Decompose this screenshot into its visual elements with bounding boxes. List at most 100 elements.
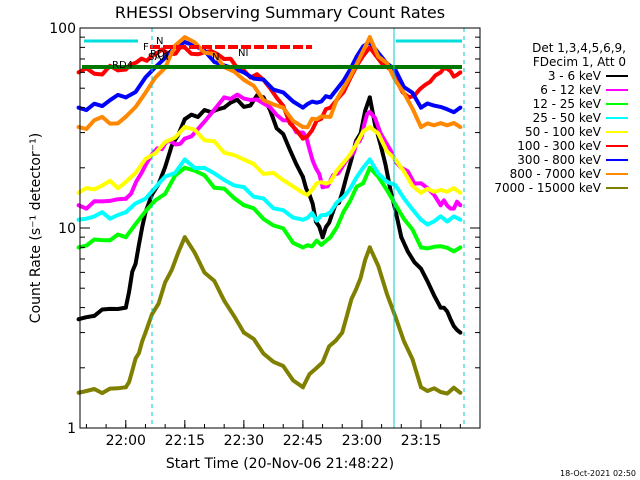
data-point: [300, 217, 305, 222]
data-point: [458, 190, 463, 195]
annotation-label: NI: [238, 48, 248, 59]
data-point: [458, 203, 463, 208]
data-point: [320, 185, 325, 190]
y-tick-label: 100: [49, 21, 76, 37]
annotation-label: SAA: [148, 52, 169, 63]
data-point: [320, 235, 325, 240]
annotation-label: RDY: [150, 49, 171, 60]
x-tick-label: 22:30: [224, 433, 264, 449]
data-point: [458, 390, 463, 395]
data-point: [222, 105, 227, 110]
series-3: [76, 165, 463, 254]
data-point: [182, 125, 187, 129]
data-point: [241, 203, 246, 208]
annotation-label: F: [143, 42, 149, 53]
data-point: [182, 35, 187, 40]
x-tick-layer: 22:00 22:15 22:30 22:45 23:00 23:15: [85, 420, 481, 449]
data-point: [419, 385, 423, 390]
data-point: [241, 330, 246, 335]
data-point: [458, 245, 463, 250]
data-point: [182, 117, 187, 122]
data-point: [399, 235, 404, 240]
data-point: [143, 330, 148, 335]
data-point: [123, 95, 128, 100]
legend-label: 100 - 300 keV: [517, 139, 601, 153]
data-point: [328, 179, 333, 184]
data-point: [241, 77, 246, 82]
data-point: [328, 95, 333, 100]
data-point: [300, 130, 305, 135]
legend-label: 25 - 50 keV: [533, 111, 602, 125]
data-point: [419, 245, 423, 250]
data-point: [182, 165, 187, 170]
data-point: [123, 196, 128, 201]
x-tick-label: 22:45: [283, 433, 323, 449]
legend-label: 7000 - 15000 keV: [494, 181, 601, 195]
data-point: [300, 125, 305, 129]
series-8: [76, 35, 463, 131]
data-point: [367, 165, 372, 170]
data-point: [419, 217, 423, 222]
data-point: [182, 235, 187, 240]
data-point: [182, 157, 187, 162]
data-point: [300, 105, 305, 110]
data-point: [123, 179, 128, 184]
data-point: [328, 114, 333, 119]
legend-header: FDecim 1, Att 0: [533, 55, 626, 69]
data-point: [182, 136, 187, 141]
legend-label: 800 - 7000 keV: [510, 167, 602, 181]
y-tick-label: 1: [67, 421, 76, 437]
annotation-label: RD4: [112, 60, 133, 71]
data-point: [328, 235, 333, 240]
y-axis-label: Count Rate (s⁻¹ detector⁻¹): [28, 133, 44, 323]
data-point: [367, 35, 372, 40]
data-point: [300, 190, 305, 195]
data-point: [300, 136, 305, 141]
series-5: [76, 125, 463, 197]
series-line: [78, 235, 462, 396]
data-point: [438, 305, 443, 310]
data-point: [182, 40, 187, 45]
series-9: [76, 235, 463, 396]
x-axis-label: Start Time (20-Nov-06 21:48:22): [166, 456, 394, 472]
data-point: [123, 210, 128, 215]
data-point: [300, 174, 305, 179]
legend-label: 12 - 25 keV: [533, 97, 602, 111]
data-point: [367, 95, 372, 100]
data-point: [123, 385, 128, 390]
data-point: [419, 190, 423, 195]
annotation-label: N: [156, 36, 163, 47]
data-point: [241, 185, 246, 190]
data-point: [340, 190, 345, 195]
chart-title: RHESSI Observing Summary Count Rates: [115, 3, 445, 22]
data-point: [241, 157, 246, 162]
data-point: [367, 110, 372, 114]
legend-label: 3 - 6 keV: [548, 69, 602, 83]
y-tick-label: 10: [58, 221, 76, 237]
data-point: [438, 203, 443, 208]
data-point: [222, 95, 227, 100]
series-4: [76, 157, 463, 227]
x-tick-label: 22:00: [106, 433, 146, 449]
series-layer: [76, 35, 463, 396]
data-point: [367, 125, 372, 129]
x-tick-label: 23:15: [401, 433, 441, 449]
series-1: [76, 93, 463, 335]
data-point: [419, 125, 423, 129]
legend-label: 6 - 12 keV: [540, 83, 602, 97]
data-point: [458, 330, 463, 335]
x-tick-label: 23:00: [342, 433, 382, 449]
data-point: [155, 51, 160, 55]
data-point: [458, 70, 463, 75]
x-tick-label: 22:15: [165, 433, 205, 449]
data-point: [367, 245, 372, 250]
data-point: [340, 330, 345, 335]
data-point: [458, 105, 463, 110]
data-point: [419, 105, 423, 110]
data-point: [438, 70, 443, 75]
timestamp: 18-Oct-2021 02:50: [560, 469, 636, 478]
data-point: [123, 305, 128, 310]
data-point: [300, 385, 305, 390]
